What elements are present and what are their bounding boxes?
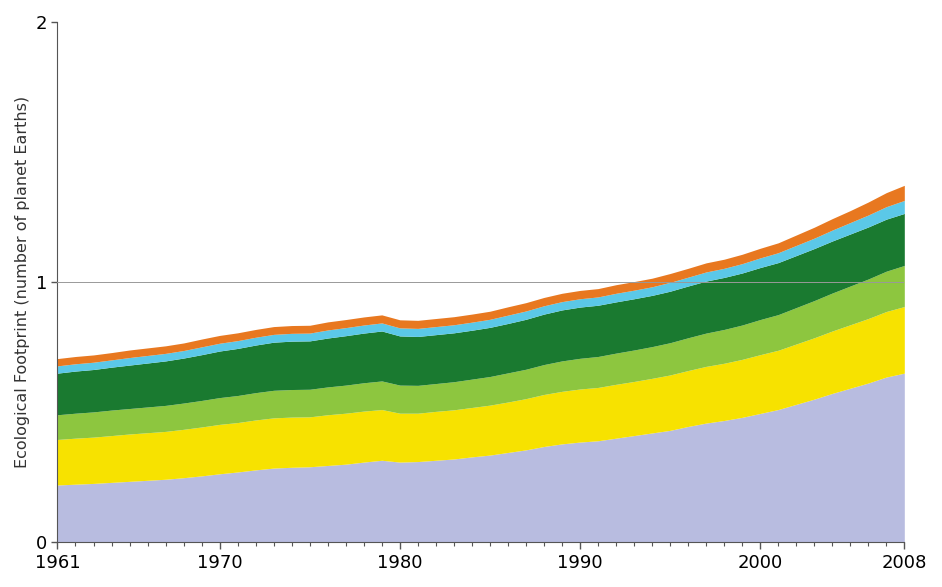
Y-axis label: Ecological Footprint (number of planet Earths): Ecological Footprint (number of planet E…	[15, 96, 30, 468]
